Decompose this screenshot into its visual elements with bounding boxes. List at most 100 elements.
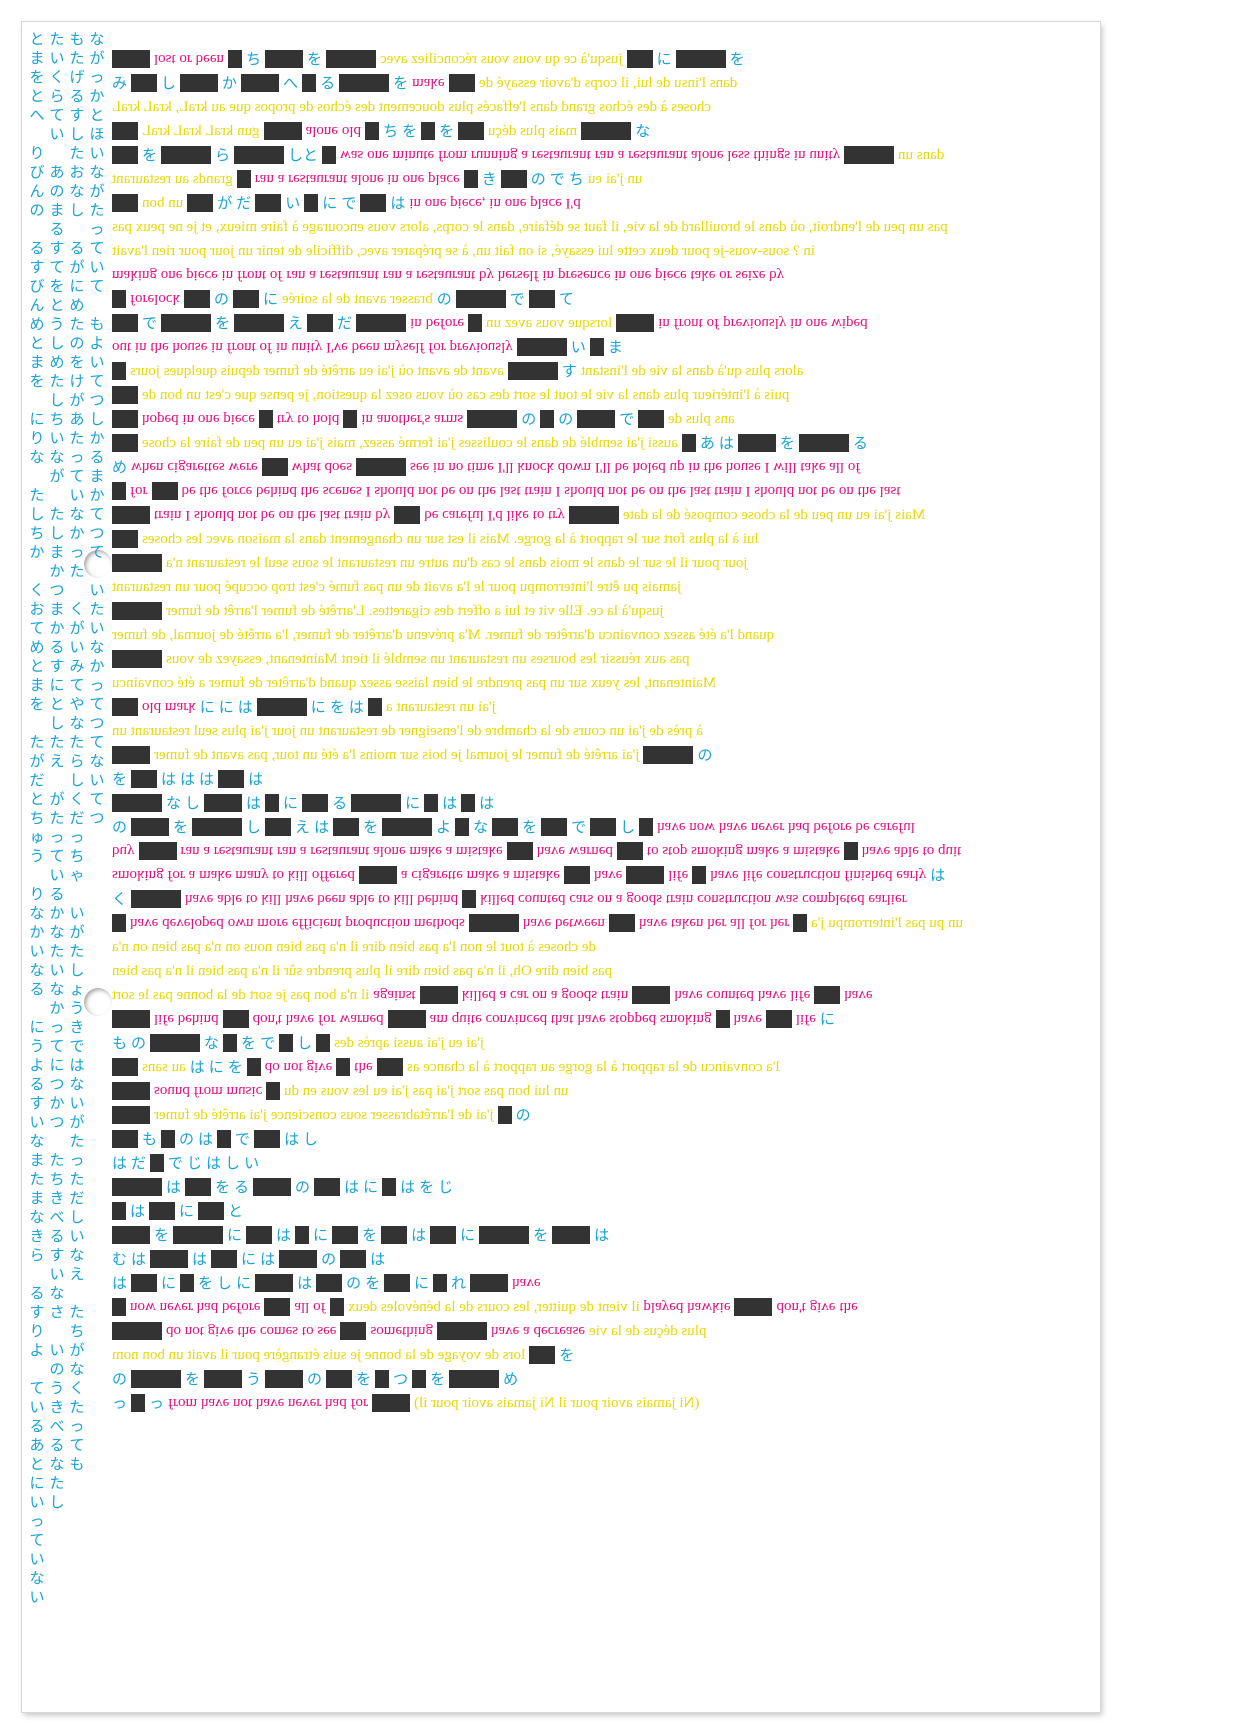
english-phrase: am quite convinced that [429,1011,574,1027]
redaction-block [540,410,555,428]
japanese-char: に [310,698,326,716]
english-phrase: do not give [166,1323,234,1339]
japanese-vertical-text: いたいなかってつてないてつ [89,581,105,827]
japanese-char: じ [187,1154,203,1172]
japanese-char: は [206,1154,222,1172]
japanese-char: に [656,50,672,68]
english-phrase: out in the house in front of [112,339,272,355]
redaction-block [112,410,138,428]
text-line: なし は に る に は は [112,792,1074,814]
japanese-char: れ [451,1274,467,1292]
japanese-char: は [344,1178,360,1196]
text-line: もの な をで し j'ai eu j'ai aussi après des [112,1032,1074,1054]
japanese-char: つ [393,1370,409,1388]
japanese-char: の [515,1106,531,1124]
redaction-block [692,866,707,884]
redaction-block [234,314,285,332]
text-line: au sans はにを do not give the l'a convaincu de… [112,1056,1074,1078]
french-phrase: choses à des échos grand dans l'effacés … [112,99,712,115]
english-phrase: previously in one wiped [723,315,868,331]
japanese-char: を [363,818,379,836]
french-phrase: il n'a bon pas je sort de la bonne pas l… [112,987,370,1003]
japanese-char: を [241,1034,257,1052]
french-phrase: pas bien dire Oh, il n'a pas bien dire i… [112,963,613,979]
redaction-block [734,1298,773,1316]
japanese-vertical-text: たしまかつまかるすにとしたえ [49,505,65,770]
french-phrase: ans plus de [668,411,735,427]
text-line: grands au restaurant ran a restaurant alo… [112,168,1074,190]
japanese-vertical-text: くおてめとまを [29,581,45,713]
japanese-char: を [307,50,323,68]
text-line: はをるのはにはをじ [112,1176,1074,1198]
japanese-char: も [112,1034,128,1052]
japanese-char: の [295,1178,311,1196]
redaction-block [382,818,433,836]
redaction-block [322,146,337,164]
japanese-char: る [320,74,336,92]
redaction-block [112,122,138,140]
japanese-char: き [481,170,497,188]
japanese-char: で [341,194,357,212]
redaction-block [552,1226,591,1244]
redaction-block [843,842,858,860]
text-line: de choses à tout le non l'a pas bien dir… [112,936,1074,958]
redaction-block [246,1058,261,1076]
english-phrase: have [593,867,623,883]
redaction-block [387,1010,426,1028]
text-line: avant de avant où j'ai eu arrêté de fume… [112,360,1074,382]
japanese-char: の [307,1370,323,1388]
redaction-block [365,122,379,140]
japanese-char: し [303,1130,319,1148]
text-line: Maintenant, les yeux sur un pas prendre … [112,672,1074,694]
english-phrase: have [733,1011,762,1027]
redaction-block [173,1226,224,1244]
redaction-block [112,506,150,524]
english-phrase: have [757,987,787,1003]
redaction-block [326,1370,353,1388]
french-phrase: Maintenant, les yeux sur un pas prendre … [112,675,717,691]
english-phrase: the [237,1323,256,1339]
redaction-block [715,1010,730,1028]
redaction-block [340,1250,367,1268]
english-phrase: when cigarettes were [131,459,258,475]
text-line: for be the force behind the scenes I shou… [112,480,1074,502]
english-phrase: the [354,1059,373,1075]
japanese-char: は [166,1178,182,1196]
japanese-char: は [411,1226,427,1244]
text-line: lors de voyage de la bonne je suis étran… [112,1344,1074,1366]
redaction-block [394,506,421,524]
japanese-vertical-text: たちがなくたっても [69,1303,85,1473]
english-phrase: own more efficient production methods [227,915,465,931]
japanese-vertical-text: りびんの [29,144,45,219]
japanese-char: に [405,794,421,812]
japanese-char: を [215,314,231,332]
japanese-char: か [222,74,238,92]
text-line: quand l'a été assez convaincu d'arrêter … [112,624,1074,646]
redaction-block [204,794,243,812]
redaction-block [222,1010,249,1028]
redaction-block [255,194,282,212]
english-phrase: presence in one piece take or seize by [558,267,785,283]
redaction-block [198,1202,225,1220]
english-phrase: killed counted cars on a goods train con… [480,891,907,907]
japanese-char: が [217,194,233,212]
text-line: buy ran a restaurant ran a restaurant alon… [112,840,1074,862]
japanese-char: を [419,1178,435,1196]
japanese-char: だ [236,194,252,212]
redaction-block [112,698,138,716]
japanese-char: は [930,866,946,884]
redaction-block [626,50,653,68]
japanese-vertical-text: いがたしょうきではないがたっただしいなえ [69,904,85,1283]
redaction-block [227,50,242,68]
japanese-char: を [215,1178,231,1196]
redaction-block [246,1226,273,1244]
redaction-block [381,1226,408,1244]
english-phrase: killed a car on a goods train [461,987,629,1003]
english-phrase: in unity I've been myself for previously [275,339,513,355]
japanese-char: は [284,1130,300,1148]
redaction-block [112,1202,126,1220]
punch-hole [84,550,112,578]
japanese-char: に [414,1274,430,1292]
japanese-char: っ [149,1394,165,1412]
english-phrase: life [668,867,689,883]
